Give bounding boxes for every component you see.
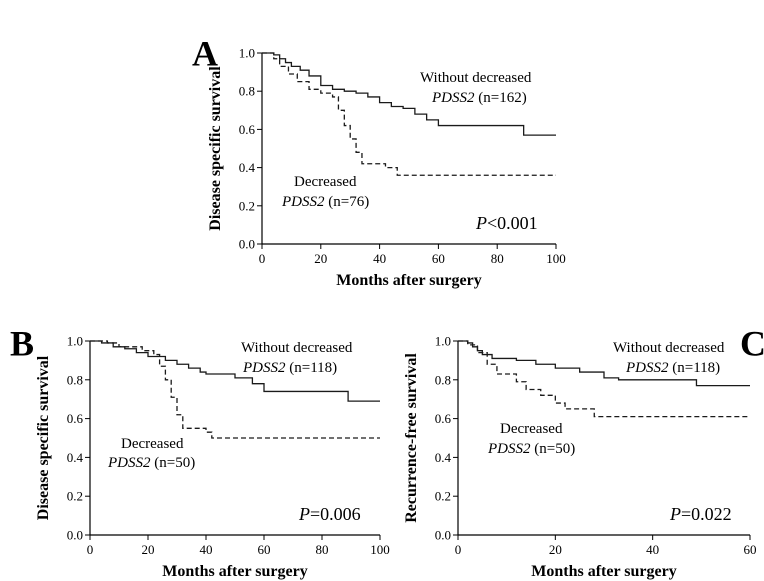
- x-tick-label: 60: [258, 542, 271, 557]
- series-label-line1: Decreased: [500, 421, 563, 437]
- x-axis-title: Months after surgery: [162, 563, 307, 580]
- gene-name: PDSS2: [431, 90, 475, 106]
- x-axis-title: Months after surgery: [336, 272, 481, 289]
- p-value: P=0.006: [298, 504, 361, 524]
- x-tick-label: 20: [314, 251, 327, 266]
- gene-name: PDSS2: [107, 455, 151, 471]
- y-axis-title: Recurrence-free survival: [403, 353, 420, 523]
- y-tick-label: 0.8: [67, 372, 83, 387]
- panel-a: A 0.0 0.2 0.4 0.6 0.8 1.0 0 20 40 60 80 100 Months af…: [192, 34, 566, 289]
- series-label-line2: PDSS2 (n=50): [107, 455, 195, 471]
- gene-name: PDSS2: [625, 360, 669, 376]
- sample-size: (n=118): [286, 360, 338, 376]
- y-axis-title: Disease specific survival: [35, 355, 52, 520]
- y-tick-label: 1.0: [67, 334, 83, 349]
- x-axis-title: Months after surgery: [531, 563, 676, 580]
- series-label-line1: Decreased: [294, 174, 357, 190]
- x-tick-label: 40: [200, 542, 213, 557]
- series-label-line1: Without decreased: [241, 340, 353, 356]
- panel-c: C 0.0 0.2 0.4 0.6 0.8 1.0 0 20 40 60 Months after s…: [403, 324, 764, 580]
- y-tick-label: 0.6: [67, 411, 84, 426]
- x-tick-label: 100: [546, 251, 566, 266]
- y-tick-label: 0.6: [435, 411, 452, 426]
- curve-decreased: [90, 340, 380, 439]
- y-tick-label: 0.0: [239, 237, 255, 252]
- gene-name: PDSS2: [242, 360, 286, 376]
- series-label-line2: PDSS2 (n=118): [242, 360, 337, 376]
- series-label-line2: PDSS2 (n=50): [487, 441, 575, 457]
- series-label-line1: Decreased: [121, 436, 184, 452]
- panel-letter: A: [192, 34, 218, 74]
- curve-without-decreased: [262, 52, 556, 136]
- sample-size: (n=76): [325, 194, 370, 210]
- x-tick-label: 0: [87, 542, 94, 557]
- y-tick-label: 0.2: [435, 489, 451, 504]
- p-value-number: <0.001: [487, 213, 538, 233]
- curve-without-decreased: [458, 340, 750, 387]
- y-tick-label: 0.0: [435, 528, 451, 543]
- y-tick-label: 0.2: [239, 198, 255, 213]
- sample-size: (n=50): [531, 441, 576, 457]
- p-symbol: P: [475, 213, 487, 233]
- series-label-line2: PDSS2 (n=118): [625, 360, 720, 376]
- x-tick-label: 60: [744, 542, 757, 557]
- y-tick-label: 0.2: [67, 489, 83, 504]
- x-tick-label: 60: [432, 251, 445, 266]
- x-tick-label: 20: [549, 542, 562, 557]
- x-tick-label: 80: [491, 251, 504, 266]
- y-tick-label: 0.0: [67, 528, 83, 543]
- y-axis-title: Disease specific survival: [207, 66, 224, 231]
- p-value-number: =0.006: [310, 504, 361, 524]
- x-tick-label: 0: [455, 542, 462, 557]
- p-value: P<0.001: [475, 213, 538, 233]
- series-label-line1: Without decreased: [420, 70, 532, 86]
- y-tick-label: 0.4: [239, 160, 256, 175]
- x-tick-label: 40: [646, 542, 659, 557]
- series-label-line1: Without decreased: [613, 340, 725, 356]
- p-value-number: =0.022: [681, 504, 732, 524]
- x-tick-label: 40: [373, 251, 386, 266]
- curve-decreased: [458, 340, 750, 418]
- y-tick-label: 1.0: [239, 46, 255, 61]
- x-tick-label: 100: [370, 542, 390, 557]
- sample-size: (n=118): [669, 360, 721, 376]
- y-tick-label: 0.8: [435, 372, 451, 387]
- p-symbol: P: [298, 504, 310, 524]
- panel-letter: B: [10, 324, 34, 364]
- y-tick-label: 1.0: [435, 334, 451, 349]
- sample-size: (n=162): [475, 90, 527, 106]
- y-tick-label: 0.4: [435, 450, 452, 465]
- gene-name: PDSS2: [487, 441, 531, 457]
- p-symbol: P: [669, 504, 681, 524]
- panel-letter: C: [740, 324, 764, 364]
- y-tick-label: 0.4: [67, 450, 84, 465]
- y-tick-label: 0.8: [239, 84, 255, 99]
- series-label-line2: PDSS2 (n=76): [281, 194, 369, 210]
- series-label-line2: PDSS2 (n=162): [431, 90, 527, 106]
- x-tick-label: 80: [316, 542, 329, 557]
- gene-name: PDSS2: [281, 194, 325, 210]
- p-value: P=0.022: [669, 504, 732, 524]
- y-tick-label: 0.6: [239, 122, 256, 137]
- x-tick-label: 20: [142, 542, 155, 557]
- panel-b: B 0.0 0.2 0.4 0.6 0.8 1.0 0 20 40 60 80 100 Months af…: [10, 324, 390, 580]
- x-tick-label: 0: [259, 251, 266, 266]
- sample-size: (n=50): [151, 455, 196, 471]
